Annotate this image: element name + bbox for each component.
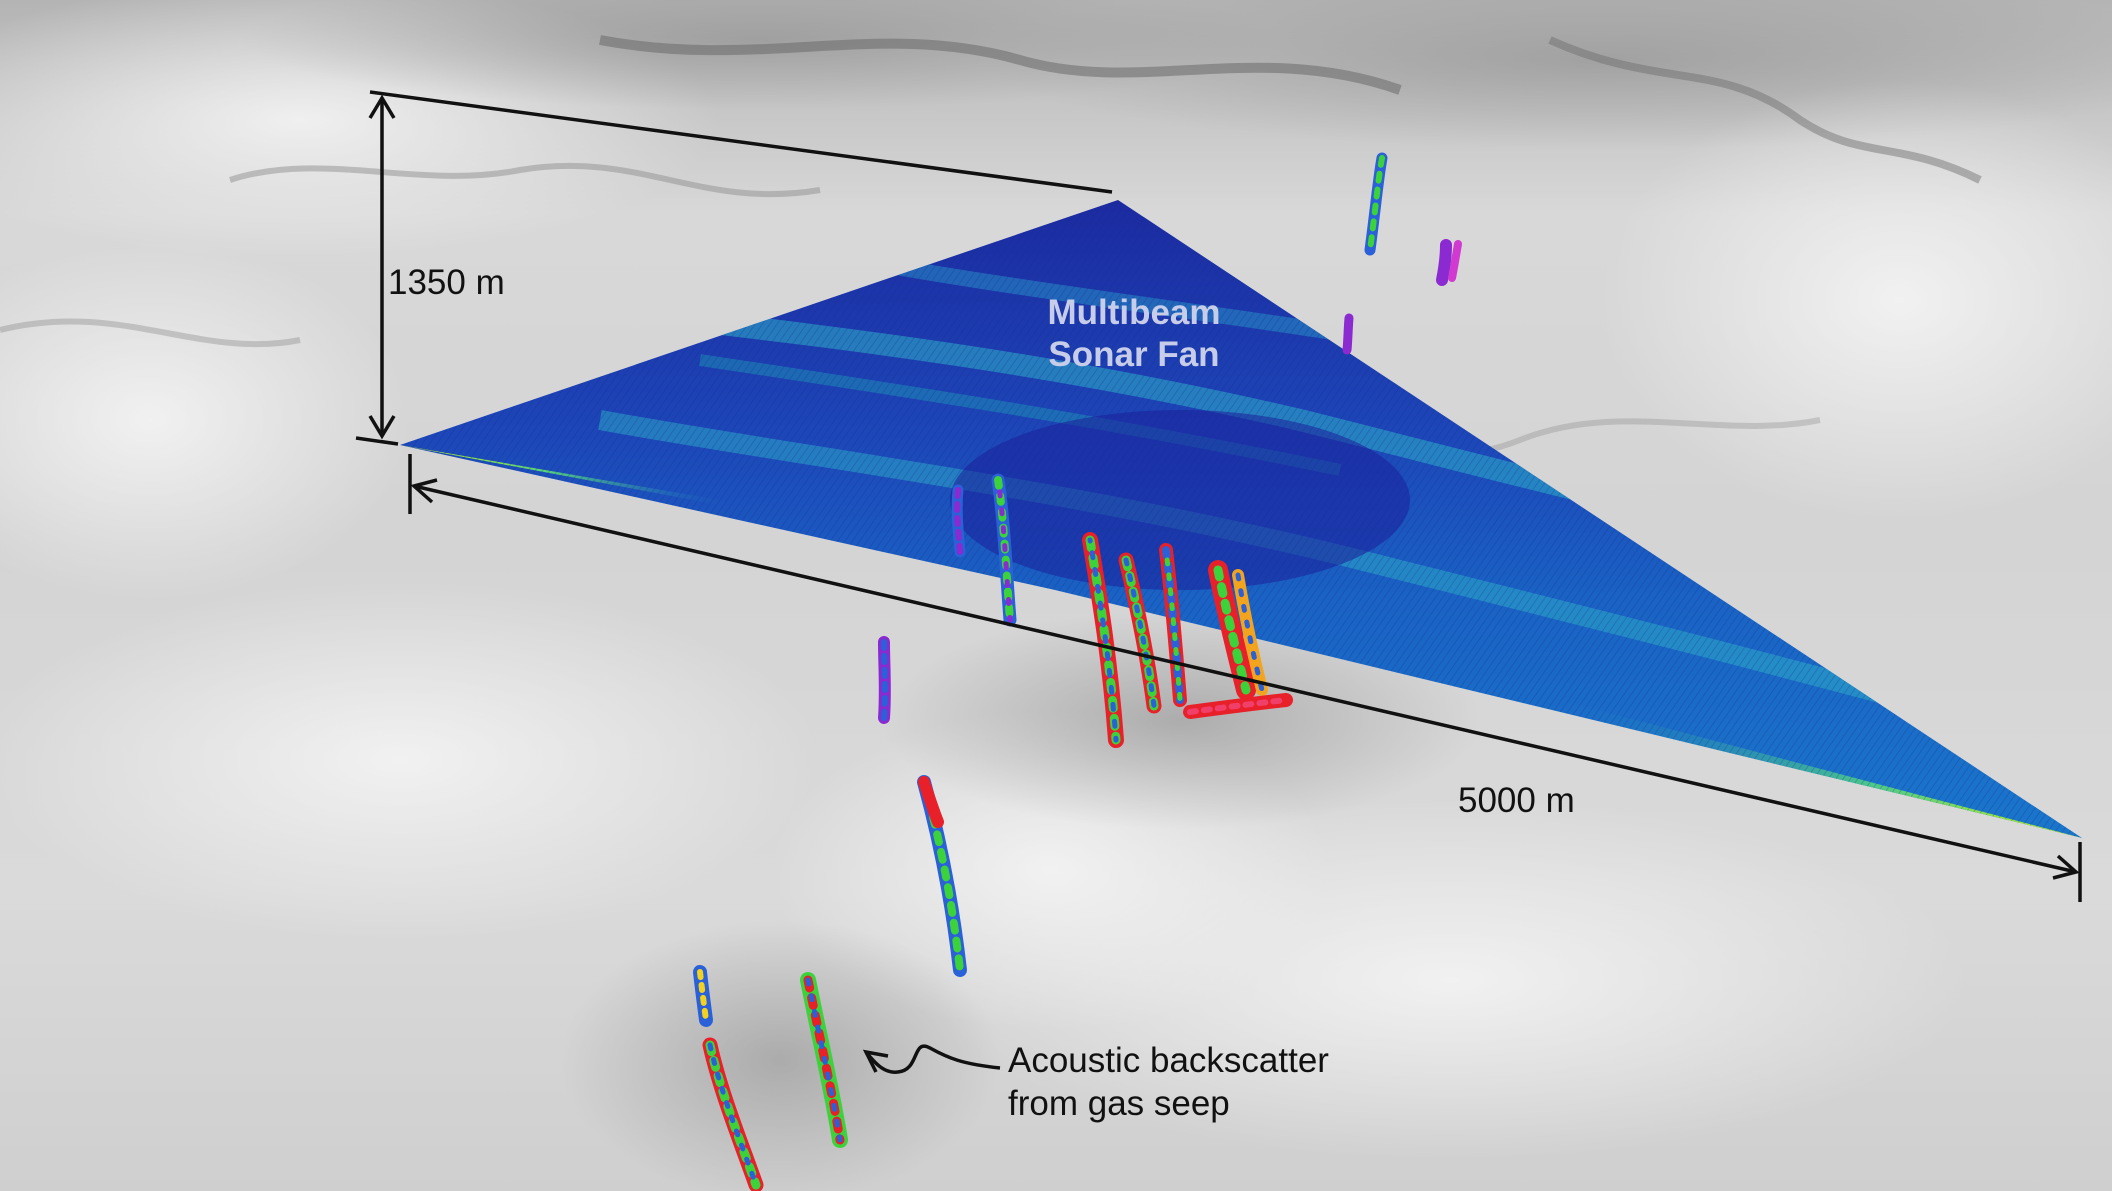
seep-callout-line-2: from gas seep xyxy=(1008,1083,1230,1123)
seep-plume-base xyxy=(1183,693,1293,719)
seep-plume-1 xyxy=(951,484,966,558)
seep-plume-3 xyxy=(1082,532,1124,748)
height-label: 1350 m xyxy=(388,263,505,302)
callout-arrow xyxy=(862,1044,1001,1074)
fan-title-line-1: Multibeam xyxy=(1047,293,1221,332)
seep-plume-7 xyxy=(878,636,891,724)
fan-title: Multibeam Sonar Fan xyxy=(1014,292,1254,376)
seep-callout-label: Acoustic backscatter from gas seep xyxy=(1008,1040,1329,1125)
seep-plume-8 xyxy=(917,775,967,977)
seep-plume-4 xyxy=(1118,552,1162,714)
fan-title-line-2: Sonar Fan xyxy=(1048,335,1220,374)
seep-callout-line-1: Acoustic backscatter xyxy=(1008,1041,1329,1080)
width-dimension xyxy=(408,454,2082,902)
seep-plume-far-1 xyxy=(1364,152,1388,256)
seep-plume-far-2 xyxy=(1436,239,1462,286)
seep-plume-far-3 xyxy=(1342,313,1354,355)
seep-plume-5 xyxy=(1159,543,1187,707)
seep-plume-11 xyxy=(702,1037,764,1191)
width-label: 5000 m xyxy=(1458,781,1575,820)
gas-seep-plumes xyxy=(693,152,1462,1191)
seep-plume-2 xyxy=(991,473,1017,627)
height-dimension xyxy=(355,90,1113,446)
seep-plume-10 xyxy=(800,972,848,1148)
seep-plume-9 xyxy=(693,965,713,1027)
